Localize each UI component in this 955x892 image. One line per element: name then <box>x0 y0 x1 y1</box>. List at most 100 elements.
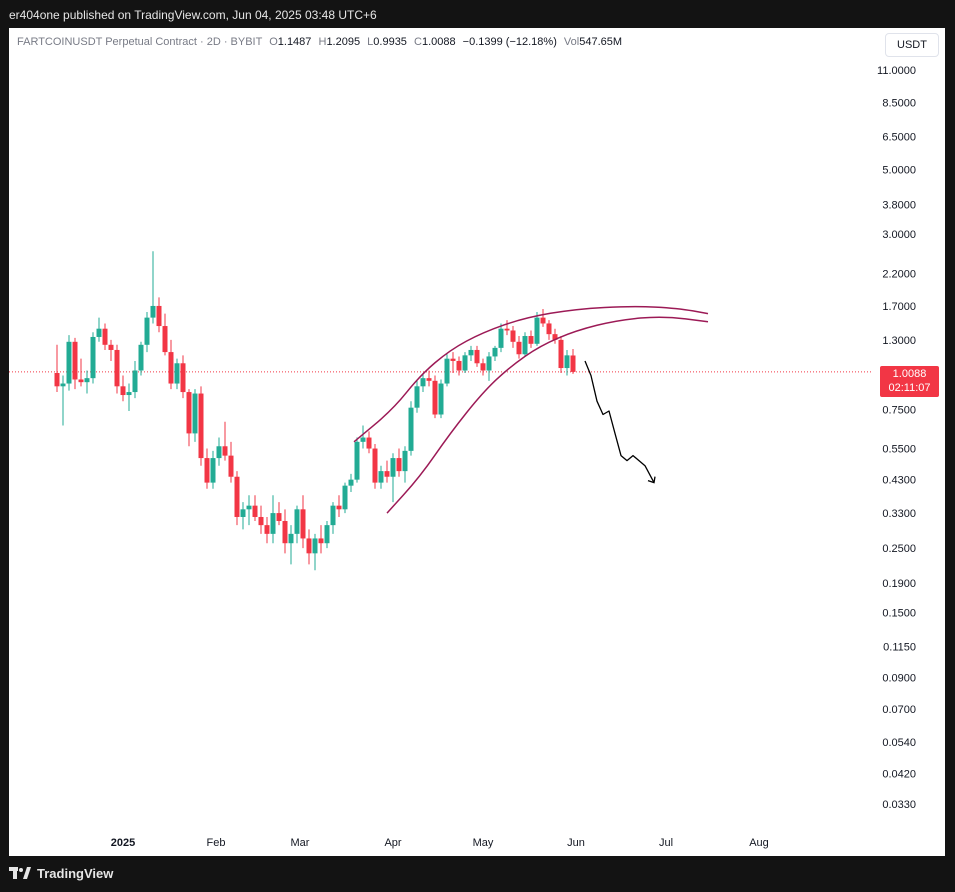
candle-body-up <box>342 485 348 510</box>
chart-canvas[interactable]: 11.0000 8.5000 6.5000 5.0000 3.8000 3.0000 2.2… <box>9 28 945 856</box>
candle-body-down <box>450 358 456 361</box>
candle-body-down <box>258 516 264 526</box>
candle-body-up <box>360 437 366 442</box>
candle-body-up <box>492 347 498 357</box>
candle-body-up <box>354 441 360 480</box>
candle-body-up <box>174 363 180 384</box>
candle-body-down <box>180 363 186 393</box>
candle-body-up <box>246 505 252 510</box>
candle-body-down <box>456 360 462 371</box>
candle-body-up <box>144 317 150 345</box>
volume-value: 547.65 <box>579 36 613 48</box>
candle-body-up <box>96 328 102 337</box>
x-tick-label: May <box>473 837 494 849</box>
candle-body-down <box>540 317 546 324</box>
last-price-badge: 1.0088 02:11:07 <box>880 366 939 397</box>
candle-body-up <box>126 392 132 396</box>
upper-channel-curve[interactable] <box>353 305 709 443</box>
candle-body-down <box>234 476 240 517</box>
y-tick-label: 0.0540 <box>882 737 916 749</box>
y-tick-label: 0.5500 <box>882 444 916 456</box>
x-tick-label: Jul <box>659 837 673 849</box>
close-label: C <box>414 36 422 48</box>
candle-body-down <box>570 355 576 372</box>
candle-body-down <box>366 437 372 449</box>
candles-group <box>54 251 576 571</box>
candle-body-up <box>378 471 384 483</box>
y-tick-label: 11.0000 <box>877 65 916 77</box>
drawings-group[interactable] <box>353 305 709 514</box>
high-label: H <box>318 36 327 48</box>
candle-body-down <box>114 349 120 387</box>
candle-body-down <box>264 525 270 534</box>
candle-body-down <box>480 363 486 371</box>
candle-body-down <box>168 352 174 384</box>
candle-body-up <box>288 533 294 544</box>
y-tick-label: 0.0420 <box>882 769 916 781</box>
publish-header: er404one published on TradingView.com, J… <box>0 0 955 28</box>
y-tick-label: 3.8000 <box>882 199 916 211</box>
candle-body-down <box>396 458 402 472</box>
change-value: −0.1399 (−12.18%) <box>462 36 557 48</box>
candle-body-down <box>228 455 234 477</box>
candle-body-up <box>324 525 330 544</box>
price-axis[interactable]: 11.0000 8.5000 6.5000 5.0000 3.8000 3.0000 2.2… <box>877 65 916 811</box>
last-price-value: 1.0088 <box>892 368 927 380</box>
candle-body-up <box>312 538 318 554</box>
candle-body-down <box>306 538 312 554</box>
y-tick-label: 8.5000 <box>882 98 916 110</box>
x-tick-label: 2025 <box>111 837 135 849</box>
low-value: 0.9935 <box>373 36 407 48</box>
currency-button[interactable]: USDT <box>885 33 939 57</box>
candle-body-down <box>558 339 564 369</box>
y-tick-label: 0.7500 <box>882 404 916 416</box>
x-tick-label: Apr <box>384 837 401 849</box>
candle-body-down <box>276 513 282 521</box>
footer-bar: TradingView <box>0 856 955 892</box>
candle-body-up <box>414 386 420 408</box>
chart-frame[interactable]: 11.0000 8.5000 6.5000 5.0000 3.8000 3.0000 2.2… <box>9 28 945 856</box>
candle-body-down <box>474 349 480 364</box>
candle-body-down <box>108 344 114 350</box>
x-tick-label: Jun <box>567 837 585 849</box>
brand-name: TradingView <box>37 866 114 881</box>
close-value: 1.0088 <box>421 36 456 48</box>
candle-body-up <box>348 479 354 486</box>
candle-body-up <box>60 383 66 387</box>
y-tick-label: 1.7000 <box>882 301 916 313</box>
symbol-title[interactable]: FARTCOINUSDT Perpetual Contract · 2D · B… <box>17 36 263 48</box>
bar-countdown: 02:11:07 <box>888 382 931 394</box>
candle-body-down <box>186 392 192 434</box>
y-tick-label: 0.1900 <box>882 578 916 590</box>
y-tick-label: 0.0330 <box>882 799 916 811</box>
volume-unit: M <box>612 36 623 48</box>
candle-body-down <box>252 505 258 517</box>
high-value: 1.2095 <box>326 36 361 48</box>
candle-body-down <box>528 336 534 344</box>
publish-info-text: er404one published on TradingView.com, J… <box>9 8 377 22</box>
candle-body-up <box>498 328 504 348</box>
open-label: O <box>269 36 278 48</box>
candle-body-up <box>294 509 300 534</box>
lower-channel-curve[interactable] <box>386 316 709 514</box>
volume-label: Vol <box>563 36 580 48</box>
y-tick-label: 0.2500 <box>882 543 916 555</box>
candle-body-up <box>240 509 246 517</box>
candle-body-up <box>66 341 72 384</box>
candle-body-down <box>78 379 84 383</box>
projection-path[interactable] <box>584 360 655 483</box>
y-tick-label: 0.0700 <box>882 704 916 716</box>
candle-body-up <box>468 349 474 356</box>
tradingview-brand[interactable]: TradingView <box>9 866 113 881</box>
candle-body-up <box>132 370 138 393</box>
candle-body-down <box>426 378 432 381</box>
candle-body-down <box>204 458 210 483</box>
candle-body-down <box>102 328 108 345</box>
projection-arrowhead <box>647 476 656 484</box>
low-label: L <box>367 36 374 48</box>
candle-body-down <box>516 341 522 355</box>
time-axis[interactable]: 2025 Feb Mar Apr May Jun Jul Aug <box>111 837 769 849</box>
candle-body-up <box>138 344 144 371</box>
candle-body-down <box>336 505 342 510</box>
candle-body-down <box>222 446 228 456</box>
